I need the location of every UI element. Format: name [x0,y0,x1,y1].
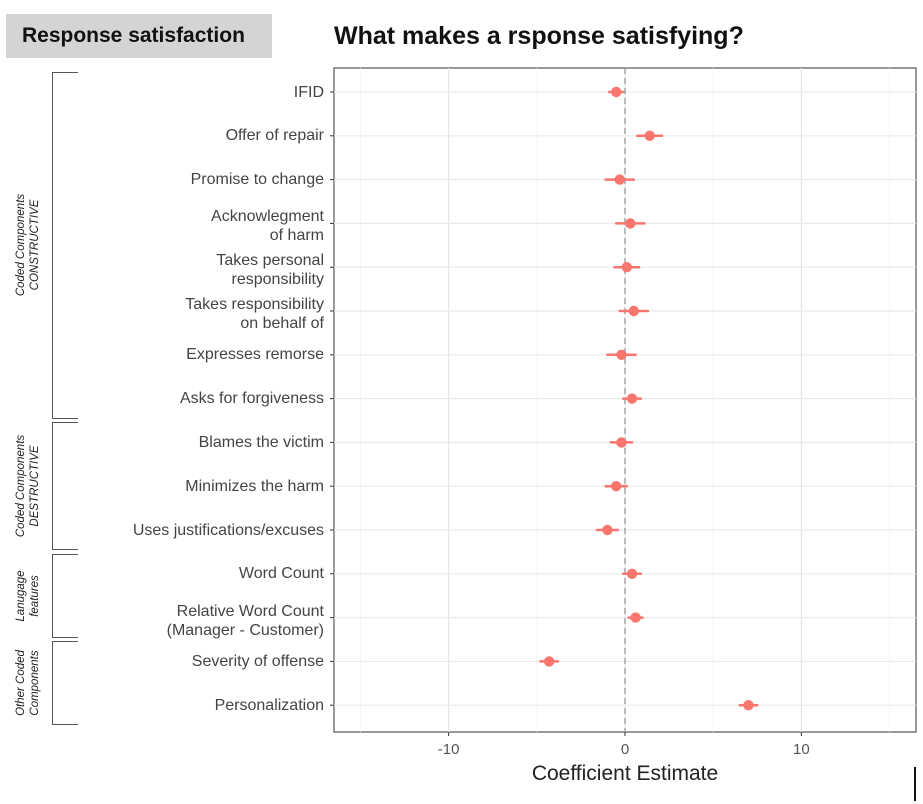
chart-title: What makes a rsponse satisfying? [334,22,744,50]
group-label-line: DESTRUCTIVE [29,445,41,527]
estimate-point [626,393,638,404]
category-label: Word Count [238,565,324,583]
category-label: Minimizes the harm [185,477,324,495]
group-label-line: Coded Components [15,194,27,297]
category-label: IFID [293,83,324,101]
category-label: Uses justifications/excuses [132,521,324,539]
category-label: Promise to change [190,171,324,189]
group-bracket [52,641,78,726]
estimate-point [543,656,555,667]
estimate-point [628,305,640,317]
x-tick-label: 0 [620,741,630,758]
group-label: Coded Components DESTRUCTIVE [14,435,42,537]
category-label: Personalization [214,696,324,714]
estimate-point [630,612,641,623]
category-label: Asks for forgiveness [179,390,324,408]
estimate-point [602,524,613,536]
section-tag: Response satisfaction [6,14,272,58]
group-label-line: Components [29,650,41,716]
x-tick-label: 10 [793,741,810,758]
estimate-point [644,130,655,141]
x-axis-title: Coefficient Estimate [531,762,719,785]
category-label: Offer of repair [225,127,324,145]
category-label: Severity of offense [191,652,324,670]
estimate-point [610,481,622,492]
category-label: Relative Word Count (Manager - Customer) [166,602,324,639]
estimate-point [614,174,625,185]
group-bracket [52,553,78,638]
category-label: Blames the victim [198,433,324,451]
group-label: Lanugage features [14,570,42,621]
estimate-point [616,349,627,360]
group-label: Coded Components CONSTRUCTIVE [14,194,42,296]
group-label: Other Coded Components [14,650,42,716]
group-label-line: Other Coded [15,650,27,717]
group-label-line: features [29,574,41,617]
estimate-point [626,568,638,579]
group-bracket [52,72,78,419]
estimate-point [621,262,632,273]
x-tick-label: -10 [437,741,460,758]
estimate-point [610,86,622,98]
group-label-line: CONSTRUCTIVE [29,199,41,291]
category-label: Acknowlegment of harm [211,208,324,245]
group-label-line: Coded Components [15,435,27,538]
estimate-point [616,437,627,448]
group-label-line: Lanugage [15,570,27,622]
category-label: Expresses remorse [186,346,324,364]
group-bracket [52,422,78,550]
estimate-point [743,700,754,711]
text-cursor [914,767,916,801]
marks-layer [539,86,759,711]
category-label: Takes personal responsibility [216,252,324,289]
category-label: Takes responsibility on behalf of [185,296,324,332]
estimate-point [625,218,636,229]
